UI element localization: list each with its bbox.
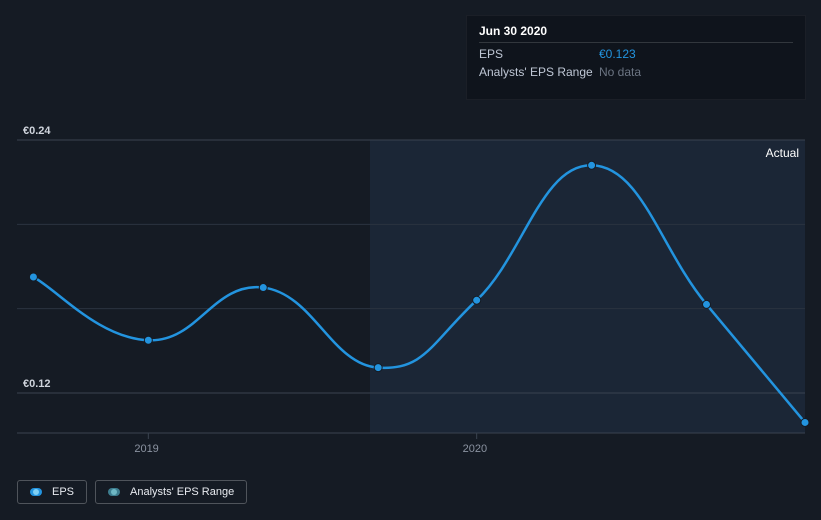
region-label-actual: Actual <box>766 146 799 160</box>
tooltip-row-eps: EPS €0.123 <box>479 43 793 61</box>
tooltip-value: No data <box>599 65 641 79</box>
eps-chart: Jun 30 2020 EPS €0.123 Analysts' EPS Ran… <box>0 0 821 520</box>
legend-item-eps[interactable]: EPS <box>17 480 87 504</box>
x-tick-label: 2020 <box>463 443 487 455</box>
legend-label: EPS <box>52 486 74 498</box>
legend-swatch-icon <box>108 488 120 496</box>
tooltip-label: Analysts' EPS Range <box>479 65 599 79</box>
tooltip-value: €0.123 <box>599 47 636 61</box>
chart-legend: EPS Analysts' EPS Range <box>17 480 247 504</box>
legend-swatch-icon <box>30 488 42 496</box>
tooltip-date: Jun 30 2020 <box>479 24 793 43</box>
chart-tooltip: Jun 30 2020 EPS €0.123 Analysts' EPS Ran… <box>466 15 806 100</box>
legend-item-analysts-range[interactable]: Analysts' EPS Range <box>95 480 247 504</box>
tooltip-row-range: Analysts' EPS Range No data <box>479 61 793 79</box>
y-tick-label: €0.24 <box>23 125 51 137</box>
y-tick-label: €0.12 <box>23 378 51 390</box>
x-tick-label: 2019 <box>134 443 158 455</box>
legend-label: Analysts' EPS Range <box>130 486 234 498</box>
tooltip-label: EPS <box>479 47 599 61</box>
